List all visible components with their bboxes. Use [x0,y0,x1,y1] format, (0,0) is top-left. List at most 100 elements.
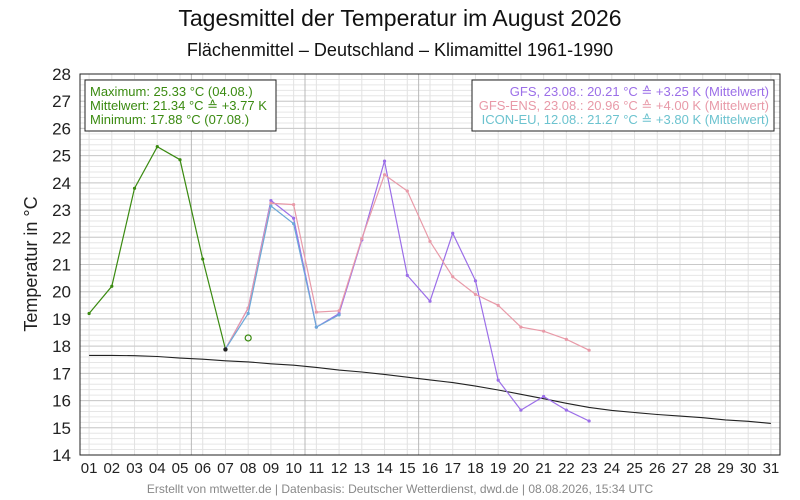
legend: GFS, 23.08.: 20.21 °C ≙ +3.25 K (Mittelw… [471,79,775,132]
x-tick-label: 24 [603,460,620,477]
data-point-gfs [564,408,568,412]
stats-max: Maximum: 25.33 °C (04.08.) [90,84,253,99]
chart-subtitle: Flächenmittel – Deutschland – Klimamitte… [186,40,614,60]
y-tick-label: 18 [52,337,71,356]
y-tick-label: 22 [52,228,71,247]
data-point-gfs [451,231,455,235]
today-point [223,347,228,352]
data-point-gfs [587,419,591,423]
x-tick-label: 28 [694,460,711,477]
y-tick-label: 16 [52,392,71,411]
x-tick-label: 20 [513,460,530,477]
data-point-gfs_ens [360,237,364,241]
data-point-gfs [519,408,523,412]
chart-title: Tagesmittel der Temperatur im August 202… [178,5,622,31]
plot-frame [79,73,781,456]
series-line-climate [89,354,771,424]
stats-mean: Mittelwert: 21.34 °C ≙ +3.77 K [90,98,267,113]
stats-box: Maximum: 25.33 °C (04.08.) Mittelwert: 2… [84,79,277,132]
stats-min: Minimum: 17.88 °C (07.08.) [90,112,249,127]
data-point-gfs_ens [519,325,523,329]
data-point-gfs [405,273,409,277]
series-layer [87,145,771,424]
x-tick-label: 12 [331,460,348,477]
x-axis-ticks: 01 02 03 04 05 06 07 08 09 10 11 12 13 14 15 16 17 18 19 20… [81,460,780,477]
x-tick-label: 08 [240,460,257,477]
data-point-icon_eu [314,325,318,329]
x-tick-label: 07 [217,460,234,477]
y-tick-label: 21 [52,256,71,275]
y-tick-label: 15 [52,419,71,438]
y-tick-label: 14 [52,446,71,465]
x-tick-label: 22 [558,460,575,477]
data-point-observed [132,186,137,190]
y-tick-label: 19 [52,310,71,329]
data-point-observed [87,311,91,316]
data-point-observed [178,158,182,162]
y-tick-label: 27 [52,92,71,111]
x-tick-label: 25 [626,460,643,477]
x-tick-label: 19 [490,460,507,477]
y-tick-label: 24 [52,174,71,193]
x-tick-label: 14 [376,460,393,477]
x-tick-label: 26 [649,460,666,477]
data-point-gfs [292,216,296,220]
x-tick-label: 23 [581,460,598,477]
data-point-gfs_ens [587,348,591,352]
data-point-gfs [428,299,432,303]
data-point-gfs_ens [405,189,409,193]
data-point-gfs_ens [451,275,455,279]
data-point-gfs_ens [337,309,341,313]
data-point-icon_eu [269,204,273,208]
x-tick-label: 02 [103,460,120,477]
data-point-icon_eu [246,311,250,316]
x-tick-label: 13 [353,460,370,477]
y-axis-label: Temperatur in °C [21,196,41,331]
y-tick-label: 28 [52,65,71,84]
x-tick-label: 30 [740,460,757,477]
series-line-icon_eu [224,204,340,350]
data-point-gfs [269,198,273,203]
y-tick-label: 23 [52,201,71,220]
y-tick-label: 17 [52,364,71,383]
x-tick-label: 17 [444,460,461,477]
legend-icon-eu: ICON-EU, 12.08.: 21.27 °C ≙ +3.80 K (Mit… [482,112,769,127]
x-tick-label: 16 [422,460,439,477]
y-tick-label: 26 [52,119,71,138]
y-tick-label: 20 [52,283,71,302]
data-point-icon_eu [292,222,296,226]
data-point-gfs_ens [269,201,273,205]
data-point-observed [201,257,205,261]
data-point-gfs_ens [382,173,387,177]
data-point-gfs_ens [542,329,546,333]
x-tick-label: 15 [399,460,416,477]
data-point-gfs_ens [292,203,296,207]
data-point-observed [110,284,114,288]
legend-gfs: GFS, 23.08.: 20.21 °C ≙ +3.25 K (Mittelw… [510,84,769,99]
marker-point [244,334,252,342]
data-point-gfs_ens [473,292,478,297]
x-tick-label: 01 [81,460,98,477]
y-tick-label: 25 [52,147,71,166]
footer-credit: Erstellt von mtwetter.de | Datenbasis: D… [146,482,654,496]
data-point-gfs_ens [564,337,568,341]
x-tick-label: 10 [285,460,302,477]
x-tick-label: 06 [194,460,211,477]
data-point-observed [155,145,159,149]
y-axis-ticks: 14 15 16 17 18 19 20 21 22 23 24 25 26 27 28 [52,65,71,465]
x-tick-label: 21 [535,460,552,477]
legend-gfs-ens: GFS-ENS, 23.08.: 20.96 °C ≙ +4.00 K (Mit… [479,98,769,113]
x-tick-label: 31 [763,460,780,477]
x-tick-label: 11 [309,460,325,477]
x-tick-label: 27 [672,460,689,477]
data-point-icon_eu [337,313,341,317]
data-point-gfs [496,378,500,382]
data-point-gfs [473,279,478,283]
x-tick-label: 29 [717,460,734,477]
data-point-gfs_ens [428,239,432,243]
data-point-gfs [542,394,546,399]
x-tick-label: 04 [149,460,166,477]
x-tick-label: 09 [263,460,280,477]
data-point-gfs_ens [314,310,318,314]
